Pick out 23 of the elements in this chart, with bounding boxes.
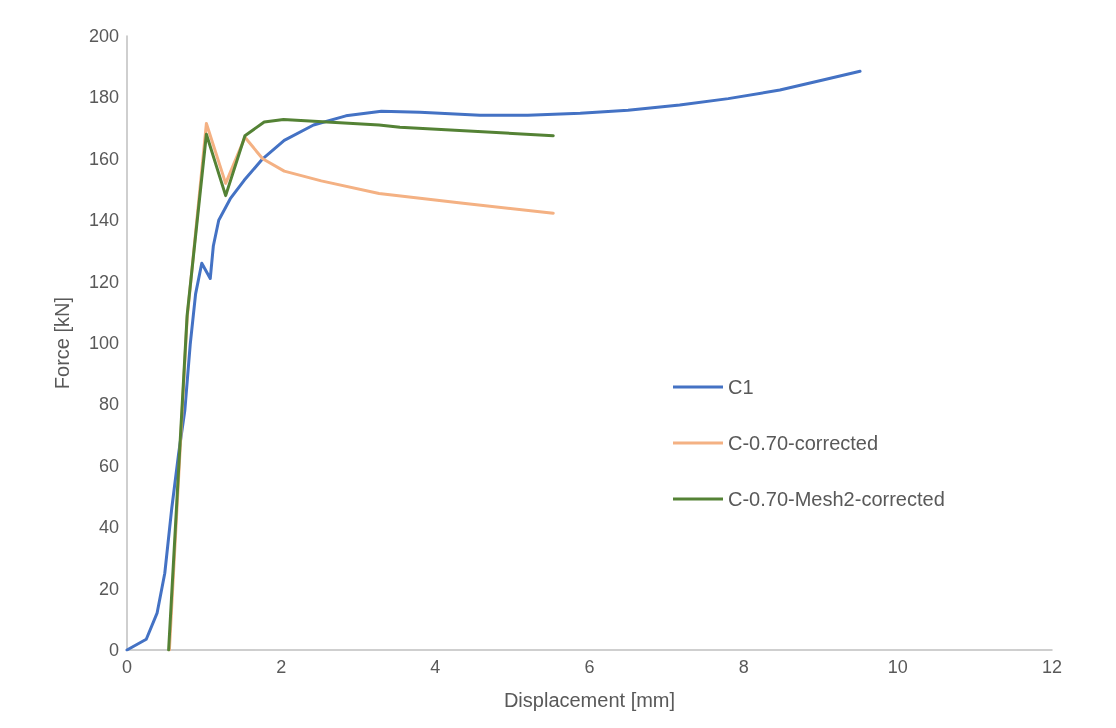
x-tick-label: 0 xyxy=(121,657,133,677)
legend-label: C-0.70-Mesh2-corrected xyxy=(728,488,945,510)
y-axis-title: Force [kN] xyxy=(51,296,73,390)
y-tick-label: 100 xyxy=(88,333,119,353)
y-tick-label: 140 xyxy=(88,210,119,231)
x-tick-label: 4 xyxy=(430,657,441,677)
x-tick-label: 6 xyxy=(584,657,595,677)
y-tick-label: 20 xyxy=(98,578,119,599)
y-tick-label: 160 xyxy=(88,148,119,169)
x-tick-label: 2 xyxy=(276,657,287,677)
y-tick-label: 120 xyxy=(88,271,119,292)
y-tick-label: 200 xyxy=(88,26,119,46)
y-tick-label: 180 xyxy=(88,87,119,108)
y-tick-label: 80 xyxy=(98,394,119,415)
legend-label: C-0.70-corrected xyxy=(728,432,879,454)
y-tick-label: 0 xyxy=(108,640,119,660)
x-tick-label: 12 xyxy=(1041,657,1063,677)
x-axis-title: Displacement [mm] xyxy=(503,689,676,711)
y-tick-label: 40 xyxy=(98,517,119,538)
x-tick-label: 10 xyxy=(887,657,908,677)
x-tick-label: 8 xyxy=(738,657,749,677)
legend-label: C1 xyxy=(728,376,754,398)
y-tick-label: 60 xyxy=(98,455,119,476)
